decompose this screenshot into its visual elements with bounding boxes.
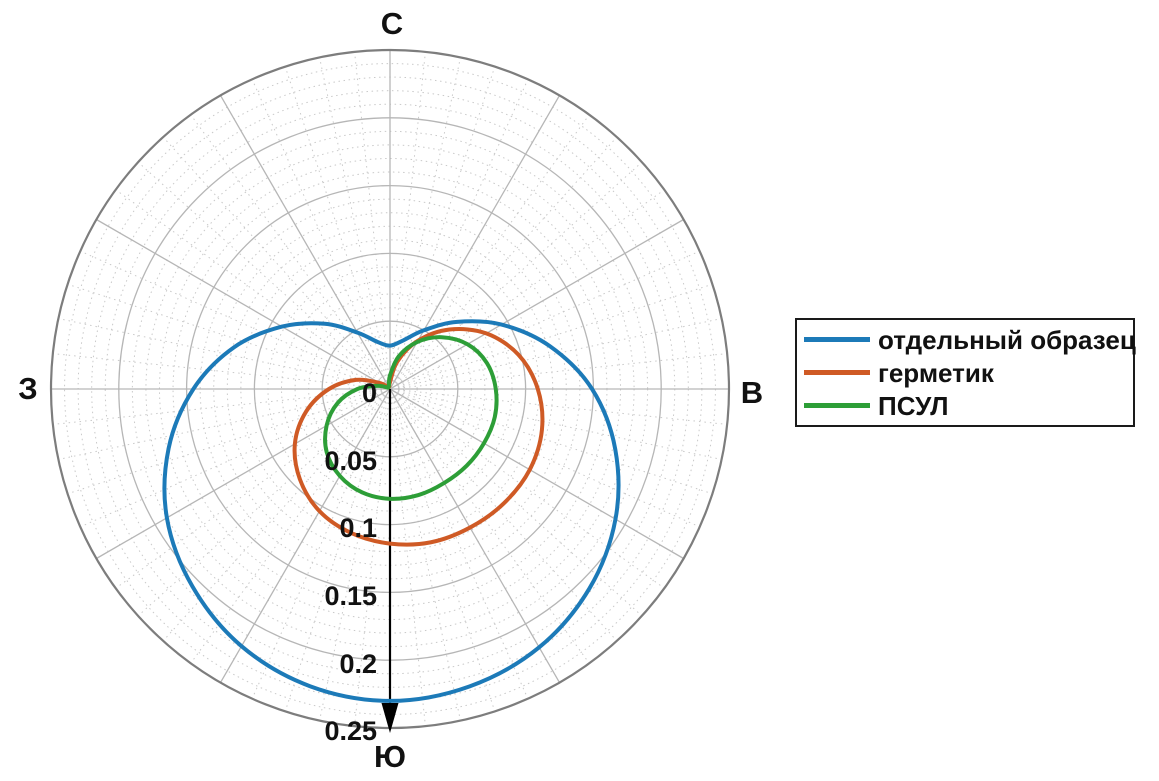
- theta-minor-gridline: [67, 391, 383, 495]
- r-tick-025: 0.25: [324, 716, 377, 746]
- legend-item-sealant: герметик: [804, 356, 1129, 389]
- legend-line-sealant: [804, 370, 870, 375]
- theta-minor-gridline: [395, 394, 643, 617]
- theta-major-gridline: [96, 218, 391, 390]
- theta-major-gridline: [389, 388, 561, 683]
- legend-label-sample: отдельный образец: [878, 324, 1136, 355]
- r-tick-005: 0.05: [324, 446, 377, 476]
- theta-minor-gridline: [80, 250, 383, 387]
- legend-label-sealant: герметик: [878, 357, 994, 388]
- theta-minor-gridline: [284, 396, 388, 712]
- theta-minor-gridline: [398, 389, 728, 425]
- theta-minor-gridline: [394, 395, 590, 664]
- theta-minor-gridline: [190, 395, 386, 664]
- theta-minor-gridline: [395, 136, 618, 384]
- theta-major-gridline: [389, 388, 684, 560]
- theta-minor-gridline: [390, 51, 426, 381]
- compass-label-west: З: [18, 371, 38, 406]
- theta-minor-gridline: [396, 393, 665, 589]
- theta-minor-gridline: [52, 389, 382, 425]
- compass-label-south: Ю: [374, 739, 406, 774]
- theta-minor-gridline: [392, 79, 529, 382]
- theta-major-gridline: [219, 95, 391, 390]
- theta-minor-gridline: [58, 318, 383, 388]
- legend-line-sample: [804, 337, 870, 342]
- r-tick-015: 0.15: [324, 581, 377, 611]
- legend-label-psul: ПСУЛ: [878, 390, 949, 421]
- theta-minor-gridline: [190, 114, 386, 383]
- theta-minor-gridline: [354, 51, 390, 381]
- r-tick-02: 0.2: [339, 649, 377, 679]
- theta-minor-gridline: [162, 136, 385, 384]
- series-curve-2: [323, 335, 499, 501]
- r-axis-arrowhead-icon: [381, 703, 399, 733]
- theta-minor-gridline: [396, 189, 665, 385]
- theta-minor-gridline: [251, 79, 388, 382]
- theta-minor-gridline: [397, 391, 700, 528]
- theta-minor-gridline: [397, 283, 713, 387]
- theta-minor-gridline: [319, 396, 389, 721]
- theta-minor-gridline: [395, 394, 618, 642]
- legend-item-psul: ПСУЛ: [804, 389, 1129, 422]
- theta-minor-gridline: [52, 353, 382, 389]
- compass-label-east: В: [740, 375, 764, 410]
- theta-minor-gridline: [284, 66, 388, 382]
- theta-minor-gridline: [251, 396, 388, 699]
- theta-minor-gridline: [397, 391, 713, 495]
- series-curve-1: [292, 327, 545, 547]
- legend-line-psul: [804, 403, 870, 408]
- theta-major-gridline: [219, 388, 391, 683]
- theta-minor-gridline: [115, 393, 384, 589]
- theta-minor-gridline: [392, 66, 496, 382]
- theta-minor-gridline: [391, 396, 461, 721]
- theta-major-gridline: [389, 218, 684, 390]
- theta-minor-gridline: [319, 57, 389, 382]
- theta-minor-gridline: [354, 397, 390, 727]
- theta-minor-gridline: [397, 390, 722, 460]
- theta-minor-gridline: [392, 396, 496, 712]
- theta-minor-gridline: [58, 390, 383, 460]
- theta-minor-gridline: [392, 396, 529, 699]
- compass-label-north: С: [380, 6, 404, 41]
- series-curve-0: [162, 319, 621, 703]
- theta-minor-gridline: [394, 114, 590, 383]
- theta-minor-gridline: [390, 397, 426, 727]
- theta-minor-gridline: [398, 353, 728, 389]
- theta-minor-gridline: [67, 283, 383, 387]
- theta-minor-gridline: [395, 161, 643, 384]
- theta-minor-gridline: [137, 161, 385, 384]
- r-tick-0: 0: [361, 378, 377, 408]
- theta-major-gridline: [96, 388, 391, 560]
- theta-minor-gridline: [115, 189, 384, 385]
- legend-item-sample: отдельный образец: [804, 323, 1136, 356]
- theta-minor-gridline: [391, 57, 461, 382]
- theta-minor-gridline: [137, 394, 385, 617]
- theta-minor-gridline: [397, 250, 700, 387]
- legend: отдельный образец герметик ПСУЛ: [795, 318, 1136, 427]
- r-tick-01: 0.1: [339, 513, 377, 543]
